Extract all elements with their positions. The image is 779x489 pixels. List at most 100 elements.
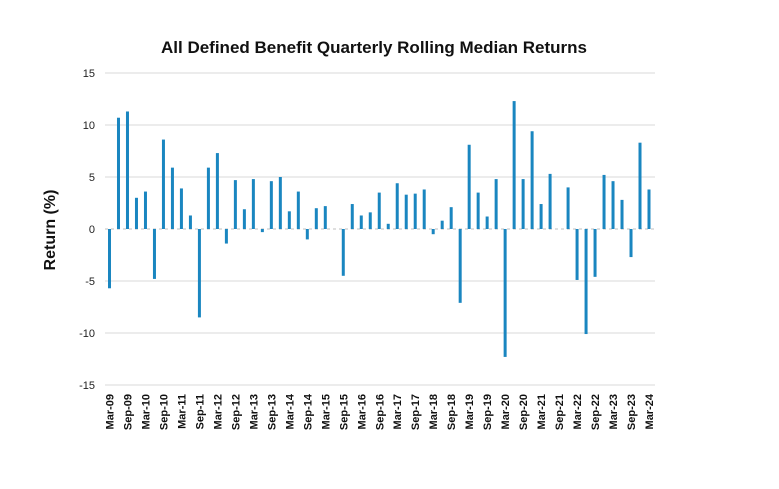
- bar: [215, 153, 219, 229]
- bar: [260, 229, 264, 233]
- x-tick-label: Mar-20: [500, 394, 512, 429]
- bar: [152, 229, 156, 279]
- x-tick-label: Mar-12: [212, 394, 224, 429]
- bar: [584, 229, 588, 335]
- x-tick-label: Mar-17: [392, 394, 404, 429]
- x-tick-label: Sep-17: [410, 394, 422, 430]
- bar: [512, 101, 516, 229]
- bar: [629, 229, 633, 258]
- bar: [143, 191, 147, 229]
- bar: [296, 191, 300, 229]
- x-tick-label: Mar-22: [572, 394, 584, 429]
- bar: [323, 206, 327, 229]
- y-tick-label: -15: [79, 380, 95, 392]
- bar: [494, 179, 498, 229]
- x-tick-label: Mar-09: [105, 394, 117, 429]
- bar: [161, 139, 165, 229]
- x-tick-label: Sep-20: [518, 394, 530, 430]
- y-tick-label: 5: [89, 172, 95, 184]
- bar: [548, 173, 552, 229]
- bar: [404, 194, 408, 229]
- bar: [647, 189, 651, 229]
- bar: [638, 142, 642, 229]
- x-tick-label: Sep-14: [302, 393, 314, 430]
- x-tick-label: Mar-16: [356, 394, 368, 429]
- bar: [413, 193, 417, 229]
- x-tick-label: Sep-15: [338, 394, 350, 430]
- x-axis-ticks: Mar-09 Sep-09 Mar-10 Sep-10 Mar-11 Sep-11 Mar-…: [105, 393, 657, 430]
- bar: [440, 220, 444, 229]
- x-tick-label: Sep-18: [446, 394, 458, 430]
- bar: [314, 208, 318, 229]
- bar: [530, 131, 534, 229]
- x-tick-label: Sep-19: [482, 394, 494, 430]
- y-tick-label: 15: [83, 68, 95, 80]
- bar: [611, 181, 615, 229]
- bar: [620, 199, 624, 229]
- bar: [350, 204, 354, 229]
- chart-title: All Defined Benefit Quarterly Rolling Me…: [161, 38, 587, 57]
- bar: [575, 229, 579, 280]
- bar: [386, 223, 390, 229]
- bar: [602, 174, 606, 229]
- bar: [251, 179, 255, 229]
- bar: [179, 188, 183, 229]
- x-tick-label: Mar-18: [428, 394, 440, 429]
- bar: [431, 229, 435, 235]
- x-tick-label: Mar-14: [284, 393, 296, 429]
- x-tick-label: Mar-10: [140, 394, 152, 429]
- bar: [287, 211, 291, 229]
- bar: [341, 229, 345, 276]
- bar: [242, 209, 246, 229]
- bar: [476, 192, 480, 229]
- bar: [206, 167, 210, 229]
- bar: [305, 229, 309, 240]
- bar: [188, 215, 192, 229]
- x-tick-label: Mar-19: [464, 394, 476, 429]
- bar: [278, 177, 282, 229]
- bar: [359, 215, 363, 229]
- x-tick-label: Sep-11: [194, 394, 206, 429]
- bar: [521, 179, 525, 229]
- bar: [197, 229, 201, 318]
- bar: [377, 192, 381, 229]
- x-tick-label: Mar-13: [248, 394, 260, 429]
- bar: [458, 229, 462, 303]
- x-tick-label: Sep-13: [266, 394, 278, 430]
- y-tick-label: 10: [83, 120, 95, 132]
- x-tick-label: Sep-12: [230, 394, 242, 430]
- bar: [539, 204, 543, 229]
- y-axis-label: Return (%): [42, 190, 59, 271]
- bar: [224, 229, 228, 244]
- x-tick-label: Sep-10: [158, 394, 170, 430]
- bars: [108, 101, 651, 357]
- bar: [422, 189, 426, 229]
- y-tick-label: -10: [79, 328, 95, 340]
- x-tick-label: Sep-09: [122, 394, 134, 430]
- bar: [593, 229, 597, 277]
- x-tick-label: Mar-15: [320, 394, 332, 429]
- x-tick-label: Sep-22: [590, 394, 602, 430]
- bar: [134, 197, 138, 229]
- y-axis-ticks: 15 10 5 0 -5 -10 -15: [79, 68, 95, 392]
- x-tick-label: Mar-24: [644, 393, 656, 429]
- x-tick-label: Sep-16: [374, 394, 386, 430]
- bar: [395, 183, 399, 229]
- bar: [125, 111, 129, 229]
- bar: [467, 144, 471, 229]
- bar: [233, 180, 237, 229]
- bar: [485, 216, 489, 229]
- x-tick-label: Mar-23: [608, 394, 620, 429]
- gridlines: [105, 72, 655, 386]
- bar: [116, 117, 120, 229]
- bar: [503, 229, 507, 357]
- bar: [449, 207, 453, 229]
- x-tick-label: Mar-11: [176, 394, 188, 429]
- bar: [170, 167, 174, 229]
- x-tick-label: Sep-21: [554, 394, 566, 430]
- bar: [108, 229, 111, 289]
- bar: [368, 212, 372, 229]
- x-tick-label: Sep-23: [626, 394, 638, 430]
